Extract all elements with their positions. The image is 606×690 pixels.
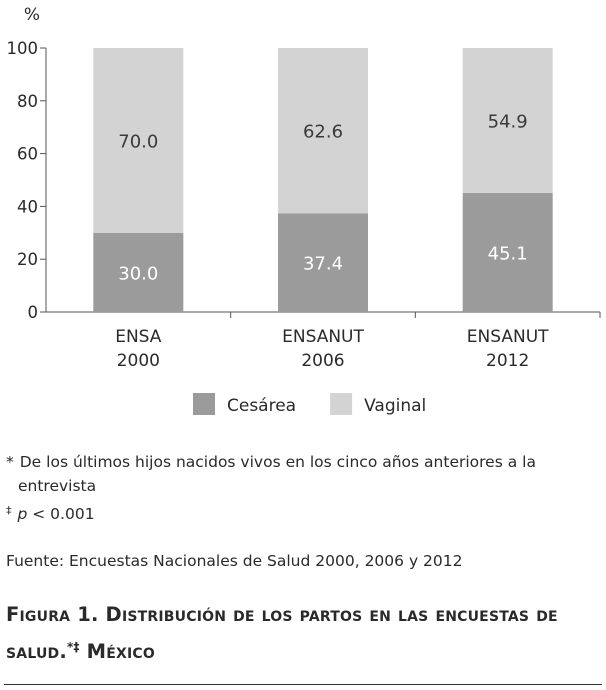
x-tick-label-year: 2000 [117, 351, 160, 371]
y-tick-label: 0 [28, 303, 39, 322]
bar-segment-vaginal [462, 48, 553, 193]
source-note: Fuente: Encuestas Nacionales de Salud 20… [6, 552, 463, 570]
x-tick-label-year: 2006 [301, 351, 344, 371]
footnote-2: ‡ p < 0.001 [6, 500, 602, 525]
footnote-1-text: De los últimos hijos nacidos vivos en lo… [19, 453, 536, 471]
footnote-1: * De los últimos hijos nacidos vivos en l… [6, 452, 602, 473]
y-tick-label: 60 [17, 145, 38, 164]
bar-segment-vaginal [278, 48, 368, 214]
bar-segment-cesárea [93, 232, 184, 312]
data-label: 62.6 [303, 122, 343, 143]
legend-label: Vaginal [364, 396, 426, 416]
legend-swatch-vaginal [330, 393, 353, 415]
y-tick-label: 40 [17, 197, 38, 216]
bar-segment-cesárea [278, 213, 368, 312]
footnote-2-text: < 0.001 [27, 505, 95, 523]
bar-segment-cesárea [462, 192, 553, 312]
y-axis-unit-label: % [24, 5, 40, 25]
data-label: 45.1 [488, 243, 528, 264]
x-tick-label: ENSANUT [467, 327, 549, 347]
x-tick-label: ENSANUT [282, 327, 364, 347]
footnote-1-mark: * [6, 453, 14, 471]
y-tick-label: 80 [17, 92, 38, 111]
footnote-2-variable: p [17, 505, 28, 523]
x-tick-label: ENSA [115, 327, 162, 347]
stacked-bar-chart: % 0 20 40 60 80 100 30.0 70.0 ENSA 2000 37.4 62.6 EN… [7, 5, 601, 416]
figure-title: Figura 1. Distribución de los partos en … [6, 598, 602, 668]
figure-title-text: Figura 1. Distribución de los partos en … [6, 603, 558, 663]
legend-label: Cesárea [227, 396, 296, 416]
data-label: 54.9 [488, 111, 528, 132]
footnote-1-continuation: entrevista [18, 477, 97, 495]
footnote-2-mark: ‡ [6, 504, 12, 517]
y-tick-label: 20 [17, 250, 38, 269]
figure-title-marks: *‡ [66, 640, 80, 654]
data-label: 30.0 [118, 263, 158, 284]
bar-segment-vaginal [93, 48, 184, 233]
legend-swatch-cesárea [193, 393, 215, 415]
bottom-rule [4, 684, 602, 685]
y-tick-label: 100 [7, 39, 39, 58]
figure-title-country: México [79, 640, 155, 663]
data-label: 37.4 [303, 254, 343, 275]
data-label: 70.0 [118, 131, 158, 152]
x-tick-label-year: 2012 [486, 351, 529, 371]
